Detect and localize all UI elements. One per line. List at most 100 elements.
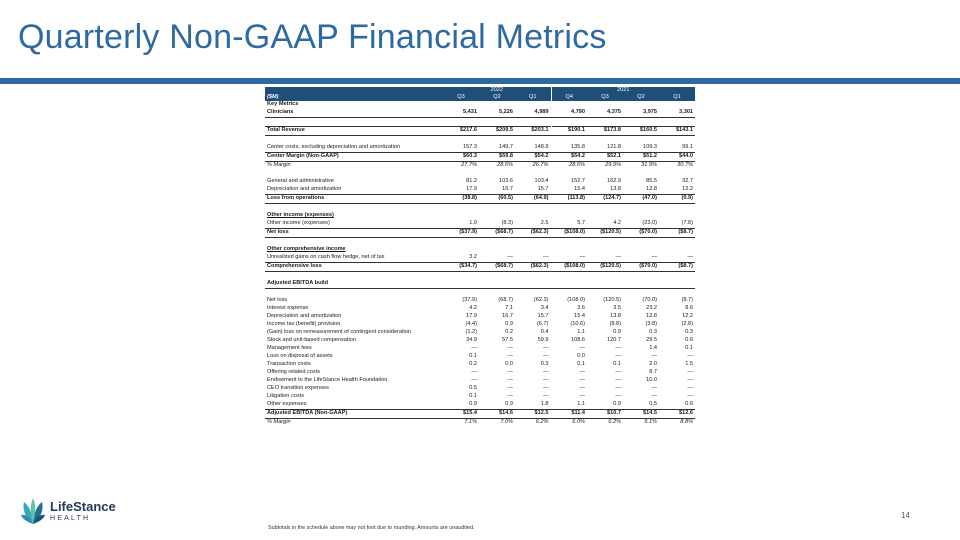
cell-value: ($62.3) xyxy=(515,228,552,238)
row-label: Key Metrics xyxy=(267,101,299,108)
cell-value xyxy=(443,118,479,127)
cell-value: 0.9 xyxy=(443,401,479,410)
cell-value: — xyxy=(615,369,622,376)
row-label: Unrealized gains on cash flow hedge, net… xyxy=(265,254,443,263)
cell-value: 13.8 xyxy=(610,313,622,320)
cell-value: 3.6 xyxy=(550,305,588,313)
cell-value xyxy=(479,101,515,109)
cell-value: — xyxy=(615,393,622,400)
cell-value xyxy=(479,204,515,213)
cell-value: 29.5 xyxy=(646,337,658,344)
year-header-blank xyxy=(265,87,443,94)
year-header-row: 2022 2021 xyxy=(265,87,696,94)
cell-value xyxy=(587,212,623,220)
cell-value: 0.3 xyxy=(685,329,694,336)
table-row: Adjusted EBITDA (Non-GAAP) $15.4 $14.6 $12.… xyxy=(265,409,696,419)
cell-value xyxy=(623,204,659,213)
cell-value xyxy=(515,238,551,247)
cell-value xyxy=(479,170,515,178)
cell-value: 0.5 xyxy=(623,401,660,410)
cell-value: 0.1 xyxy=(550,361,588,369)
cell-value: — xyxy=(542,377,549,384)
cell-value xyxy=(659,238,695,247)
spacer-row xyxy=(265,271,695,280)
cell-value: $60.3 xyxy=(443,152,479,162)
table-row: Other expenses 0.9 0.9 1.8 1.1 0.9 0.5 0.6 xyxy=(265,401,696,410)
cell-value: ($70.0) xyxy=(623,262,660,272)
spacer-row xyxy=(265,237,695,247)
table-row: Depreciation and amortization 17.9 16.7 15.… xyxy=(265,313,695,321)
cell-value: 10.0 xyxy=(646,377,658,384)
cell-value: 0.2 xyxy=(505,329,513,336)
cell-value: 2.5 xyxy=(515,220,552,229)
cell-value: 103.6 xyxy=(499,178,513,185)
cell-value: 0.9 xyxy=(479,401,515,410)
cell-value: 6.0% xyxy=(550,418,588,427)
cell-value: ($68.7) xyxy=(479,262,515,272)
cell-value: ($37.9) xyxy=(443,228,479,238)
cell-value: $54.2 xyxy=(550,152,588,162)
cell-value: (38.8) xyxy=(443,194,479,204)
cell-value: — xyxy=(550,345,588,353)
table-row: General and administrative 81.2 103.6 103.4… xyxy=(265,178,695,186)
table-row: Center costs, excluding depreciation and… xyxy=(265,144,696,153)
cell-value: 0.6 xyxy=(659,401,696,410)
quarter-header: Q3 xyxy=(443,94,479,101)
footnote: Subtotals in the schedule above may not … xyxy=(268,525,475,531)
cell-value xyxy=(515,212,551,220)
row-label: Comprehensive loss xyxy=(265,262,443,272)
cell-value: — xyxy=(687,353,694,360)
cell-value: ($34.7) xyxy=(443,262,479,272)
title-rule xyxy=(0,78,960,84)
cell-value xyxy=(550,170,588,178)
row-label xyxy=(265,118,443,127)
financial-metrics-table: 2022 2021 ($M) Q3 Q2 Q1 Q4 Q3 Q2 Q1 Key … xyxy=(265,87,696,427)
cell-value: 12.2 xyxy=(682,313,694,320)
cell-value: ($120.5) xyxy=(587,228,624,238)
cell-value: $11.4 xyxy=(550,409,588,419)
row-label: Offering related costs xyxy=(267,369,321,376)
cell-value: 15.7 xyxy=(515,186,552,195)
cell-value: 149.7 xyxy=(479,144,515,153)
cell-value: — xyxy=(615,353,622,360)
cell-value xyxy=(659,101,695,109)
cell-value: (68.7) xyxy=(498,297,513,304)
cell-value: 0.0 xyxy=(505,361,513,368)
cell-value xyxy=(443,246,479,254)
cell-value: 103.4 xyxy=(534,178,549,185)
cell-value: — xyxy=(542,369,549,376)
cell-value: — xyxy=(479,254,515,263)
year-header-2022: 2022 xyxy=(443,87,552,94)
cell-value xyxy=(623,238,659,247)
cell-value xyxy=(623,289,659,298)
cell-value: (124.7) xyxy=(587,194,624,204)
table-row: Unrealized gains on cash flow hedge, net… xyxy=(265,254,696,263)
row-label xyxy=(265,136,443,145)
row-label: CEO transition expenses xyxy=(267,385,329,392)
cell-value xyxy=(550,212,588,220)
cell-value: 15.4 xyxy=(550,313,588,321)
cell-value: 8.8% xyxy=(680,419,694,426)
quarter-header-row: ($M) Q3 Q2 Q1 Q4 Q3 Q2 Q1 xyxy=(265,94,696,101)
row-label: Endowment to the LifeStance Health Found… xyxy=(267,377,388,384)
cell-value: (0.9) xyxy=(659,194,696,204)
table-row: Center Margin (Non-GAAP) $60.3 $59.8 $54.2 $… xyxy=(265,152,696,162)
cell-value xyxy=(479,212,515,220)
cell-value xyxy=(515,246,551,254)
table-row: (Gain) loss on remeasurement of continge… xyxy=(265,329,695,337)
cell-value xyxy=(443,238,479,247)
row-label: Depreciation and amortization xyxy=(265,186,443,195)
row-label: Other expenses xyxy=(265,401,443,410)
row-label: Adjusted EBITDA build xyxy=(265,280,443,289)
quarter-header: Q2 xyxy=(479,94,515,101)
cell-value: — xyxy=(687,369,694,376)
cell-value xyxy=(659,118,695,127)
cell-value: 0.9 xyxy=(505,321,513,328)
cell-value: 0.3 xyxy=(540,361,549,368)
cell-value: $160.5 xyxy=(623,126,660,136)
cell-value: — xyxy=(507,393,513,400)
unit-label: ($M) xyxy=(265,94,443,101)
table-row: Offering related costs — — — — —8.7— xyxy=(265,369,695,377)
cell-value: (8.8) xyxy=(609,321,622,328)
cell-value: — xyxy=(687,377,694,384)
